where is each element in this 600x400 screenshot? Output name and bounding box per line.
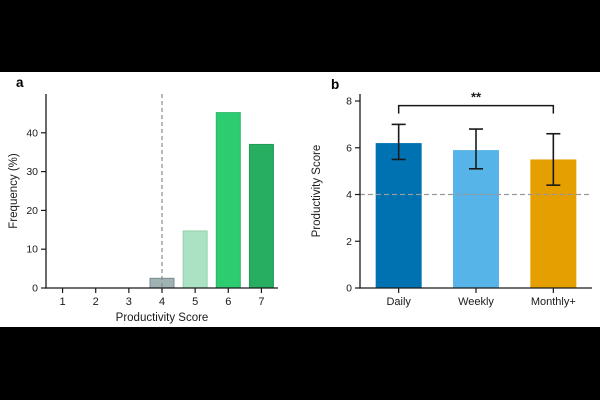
y-axis-label: Frequency (%): [8, 153, 20, 229]
x-tick-label: Monthly+: [531, 296, 576, 308]
y-tick-label: 40: [26, 127, 38, 139]
y-tick-label: 8: [346, 96, 352, 108]
x-tick-label: 1: [60, 296, 66, 308]
y-tick-label: 30: [26, 166, 38, 178]
y-tick-label: 2: [346, 236, 352, 248]
significance-bracket: [397, 104, 555, 114]
panel-b-label: b: [331, 77, 340, 92]
letterbox-top: [0, 0, 600, 72]
y-tick-label: 4: [346, 189, 352, 201]
bar-5: [182, 230, 208, 289]
x-tick-label: Weekly: [458, 296, 494, 308]
panel-a: a 0 10 20 30 40 1 2 3 4 5 6 7 Productivity Score Freq…: [0, 72, 300, 327]
x-tick-label: 4: [159, 296, 165, 308]
y-tick-label: 10: [26, 244, 38, 256]
y-tick-label: 0: [346, 283, 352, 295]
x-tick-label: Daily: [386, 296, 411, 308]
bar-6: [215, 112, 241, 289]
panel-a-label: a: [16, 75, 24, 90]
panel-b-chart: 0 2 4 6 8 Daily Weekly Monthly+ Productivity Sco…: [311, 90, 592, 308]
x-tick-label: 5: [192, 296, 198, 308]
y-axis-label: Productivity Score: [311, 145, 323, 238]
y-tick-label: 20: [26, 205, 38, 217]
x-tick-label: 6: [225, 296, 231, 308]
significance-label: **: [471, 90, 482, 105]
y-tick-label: 6: [346, 142, 352, 154]
bar-7: [248, 143, 274, 289]
x-axis-label: Productivity Score: [116, 312, 209, 324]
letterbox-bottom: [0, 327, 600, 400]
figure-canvas: a 0 10 20 30 40 1 2 3 4 5 6 7 Productivity Score Freq…: [0, 72, 600, 327]
bar-weekly: [453, 150, 499, 288]
x-tick-label: 2: [93, 296, 99, 308]
x-tick-label: 3: [126, 296, 132, 308]
panel-b: b 0 2 4 6 8 Daily Weekly Monthly+ Productivity S…: [300, 72, 600, 327]
x-tick-label: 7: [258, 296, 264, 308]
y-tick-label: 0: [32, 283, 38, 295]
panel-a-chart: 0 10 20 30 40 1 2 3 4 5 6 7 Productivity Score Freque…: [8, 94, 278, 324]
bar-daily: [375, 143, 422, 288]
